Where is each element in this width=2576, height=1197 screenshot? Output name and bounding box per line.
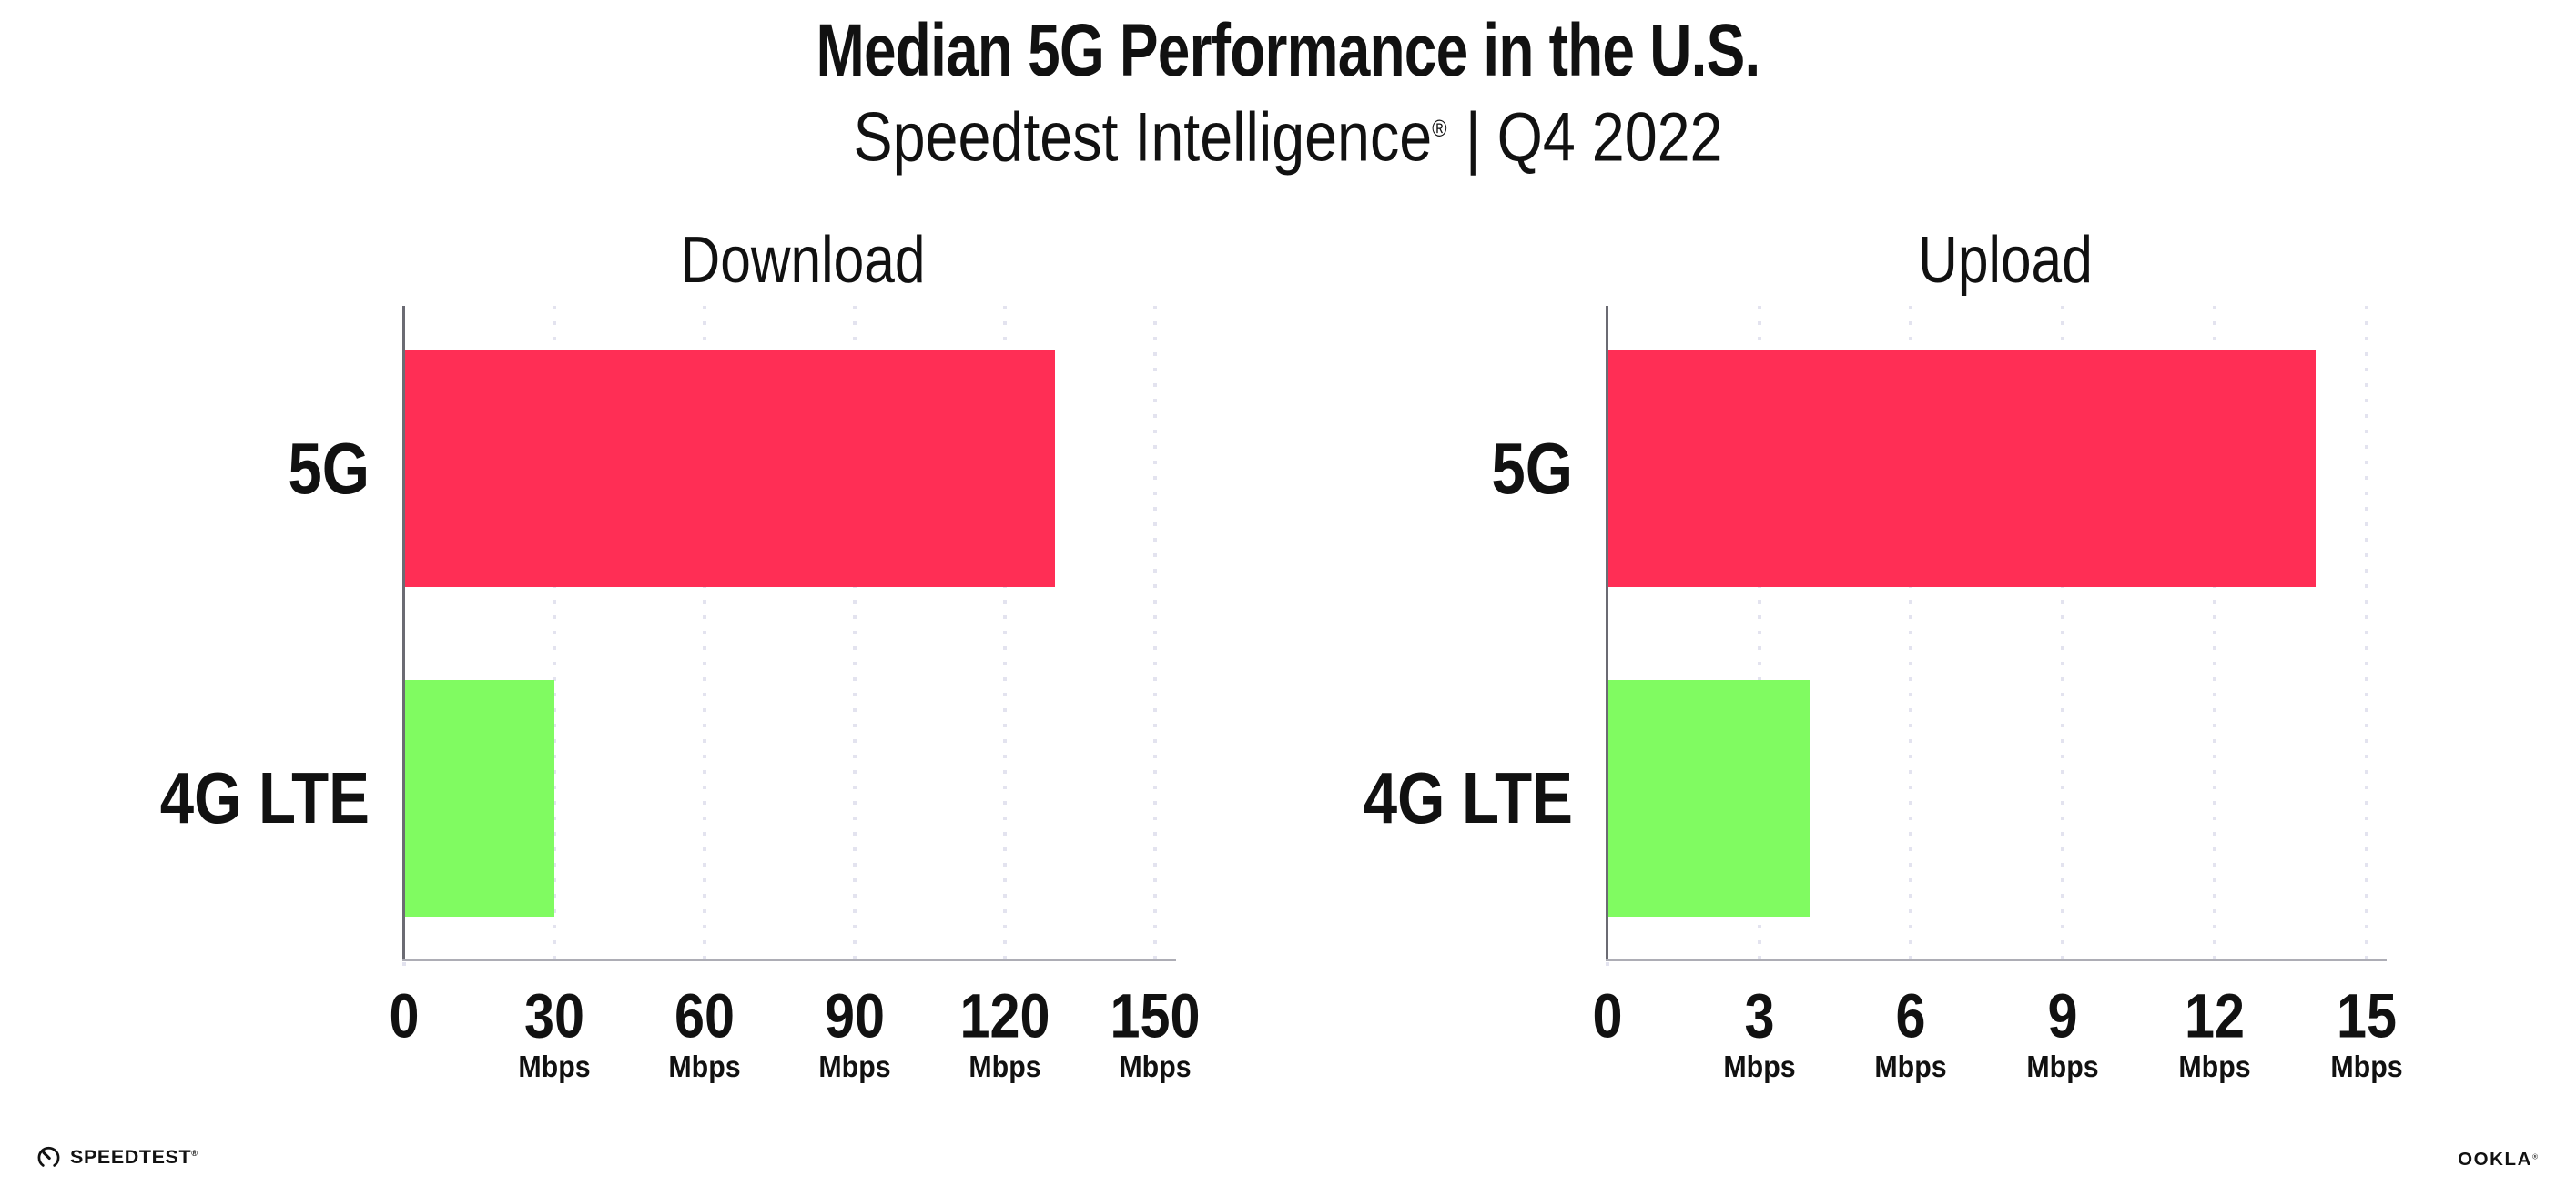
gridline-60 (703, 306, 706, 970)
x-tick-label-150: 150 (1102, 980, 1207, 1052)
x-tick-unit-6: Mbps (1871, 1050, 1950, 1084)
gridline-3 (1757, 306, 1761, 970)
x-tick-label-0-text: 0 (389, 980, 420, 1051)
page-subtitle: Speedtest Intelligence® | Q4 2022 (776, 98, 1799, 178)
x-tick-label-90: 90 (820, 980, 890, 1052)
gridline-6 (1909, 306, 1913, 970)
x-tick-unit-3: Mbps (1720, 1050, 1799, 1084)
registered-trademark-icon: ® (191, 1148, 198, 1158)
gridline-9 (2061, 306, 2065, 970)
x-tick-label-120: 120 (952, 980, 1057, 1052)
x-tick-label-12: 12 (2179, 980, 2249, 1052)
x-tick-unit-9-text: Mbps (2026, 1050, 2099, 1083)
x-tick-label-120-text: 120 (959, 980, 1050, 1051)
chart-title-upload: Upload (1902, 223, 2109, 298)
x-tick-label-15-text: 15 (2336, 980, 2397, 1051)
category-label-4g-lte: 4G LTE (120, 756, 370, 840)
x-axis-line (402, 959, 1176, 961)
speedtest-gauge-icon (37, 1146, 60, 1169)
x-tick-label-15: 15 (2331, 980, 2401, 1052)
x-tick-unit-120: Mbps (966, 1050, 1044, 1084)
category-label-5g-text: 5G (1491, 428, 1573, 509)
x-tick-label-0: 0 (387, 980, 421, 1052)
x-tick-label-0: 0 (1590, 980, 1625, 1052)
category-label-5g: 5G (272, 427, 370, 511)
x-tick-unit-60: Mbps (665, 1050, 744, 1084)
gridline-150 (1153, 306, 1157, 970)
x-tick-label-30: 30 (520, 980, 590, 1052)
bar-5g (1607, 350, 2316, 587)
x-tick-label-3-text: 3 (1744, 980, 1775, 1051)
x-tick-unit-150: Mbps (1116, 1050, 1194, 1084)
category-label-4g-lte-text: 4G LTE (1363, 757, 1573, 838)
registered-trademark-icon: ® (1432, 115, 1447, 143)
page-title-text: Median 5G Performance in the U.S. (816, 9, 1761, 92)
x-tick-unit-90: Mbps (816, 1050, 894, 1084)
category-label-4g-lte-text: 4G LTE (159, 757, 370, 838)
x-tick-label-9-text: 9 (2047, 980, 2078, 1051)
speedtest-wordmark: SPEEDTEST® (70, 1146, 198, 1169)
gridline-120 (1003, 306, 1007, 970)
registered-trademark-icon: ® (2532, 1152, 2538, 1161)
x-tick-label-60: 60 (670, 980, 740, 1052)
bar-5g (404, 350, 1055, 587)
subtitle-period: | Q4 2022 (1465, 98, 1723, 177)
x-tick-label-6: 6 (1893, 980, 1928, 1052)
y-axis-line (1606, 306, 1608, 961)
chart-title-download: Download (657, 223, 948, 298)
x-tick-label-30-text: 30 (523, 980, 585, 1051)
x-tick-unit-3-text: Mbps (1723, 1050, 1796, 1083)
chart-title-download-text: Download (680, 224, 926, 297)
ookla-logo: OOKLA® (2458, 1149, 2538, 1171)
gridline-12 (2212, 306, 2216, 970)
gridline-30 (553, 306, 556, 970)
x-tick-label-150-text: 150 (1110, 980, 1201, 1051)
x-tick-unit-30-text: Mbps (518, 1050, 591, 1083)
x-tick-label-9: 9 (2045, 980, 2080, 1052)
speedtest-logo: SPEEDTEST® (36, 1145, 198, 1170)
x-tick-unit-15: Mbps (2327, 1050, 2405, 1084)
x-tick-unit-150-text: Mbps (1119, 1050, 1192, 1083)
x-tick-label-0-text: 0 (1592, 980, 1623, 1051)
x-tick-unit-15-text: Mbps (2329, 1050, 2403, 1083)
gridline-90 (853, 306, 857, 970)
category-label-5g-text: 5G (288, 428, 370, 509)
page-title: Median 5G Performance in the U.S. (683, 8, 1892, 94)
x-tick-label-12-text: 12 (2184, 980, 2245, 1051)
category-label-5g: 5G (1476, 427, 1573, 511)
category-label-4g-lte: 4G LTE (1323, 756, 1573, 840)
x-tick-label-6-text: 6 (1895, 980, 1926, 1051)
x-tick-label-90-text: 90 (824, 980, 886, 1051)
axis-tick-0 (402, 962, 406, 970)
gridline-15 (2364, 306, 2368, 970)
chart-title-upload-text: Upload (1918, 224, 2093, 297)
x-tick-unit-120-text: Mbps (969, 1050, 1041, 1083)
bar-4g-lte (1607, 680, 1810, 917)
y-axis-line (402, 306, 405, 961)
speedtest-wordmark-text: SPEEDTEST (70, 1146, 192, 1168)
subtitle-brand: Speedtest Intelligence (853, 98, 1433, 177)
x-tick-unit-6-text: Mbps (1874, 1050, 1948, 1083)
x-tick-unit-60-text: Mbps (668, 1050, 741, 1083)
x-tick-unit-90-text: Mbps (818, 1050, 891, 1083)
x-tick-unit-9: Mbps (2023, 1050, 2102, 1084)
x-axis-line (1606, 959, 2387, 961)
axis-tick-0 (1606, 962, 1609, 970)
x-tick-unit-12: Mbps (2175, 1050, 2254, 1084)
x-tick-unit-12-text: Mbps (2178, 1050, 2251, 1083)
ookla-wordmark-text: OOKLA (2458, 1149, 2533, 1170)
bar-4g-lte (404, 680, 554, 917)
x-tick-label-3: 3 (1742, 980, 1777, 1052)
x-tick-label-60-text: 60 (674, 980, 735, 1051)
x-tick-unit-30: Mbps (515, 1050, 593, 1084)
